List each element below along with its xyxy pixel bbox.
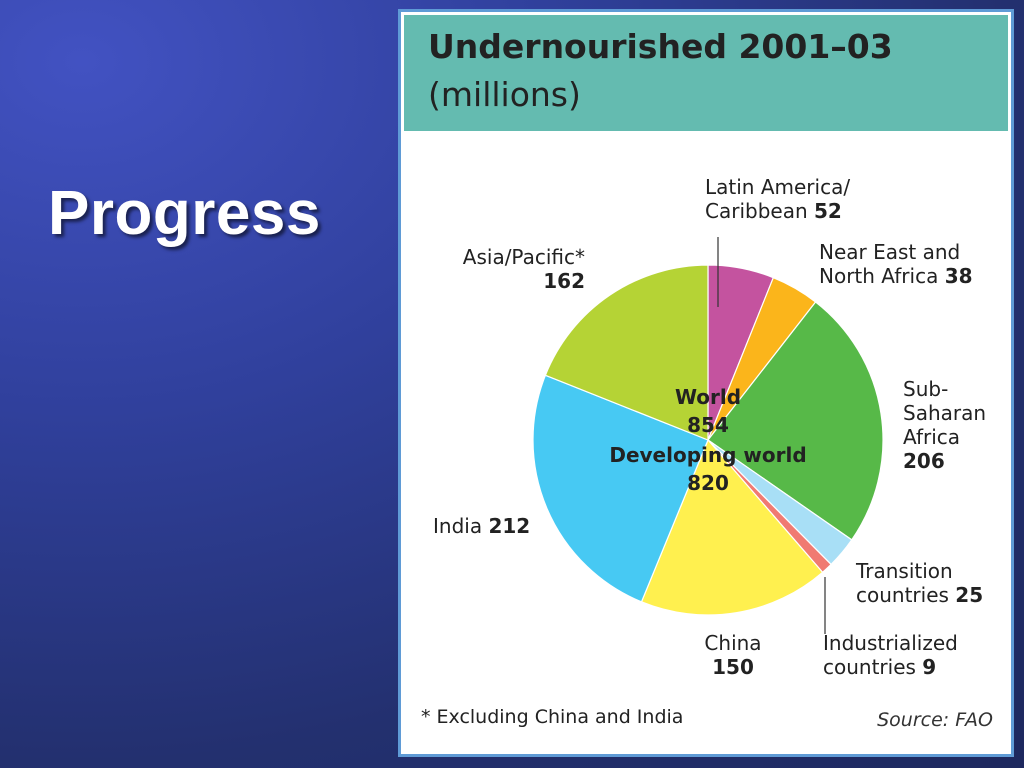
pie-slice-india <box>532 374 709 603</box>
center-world-label: World <box>675 385 741 409</box>
pie-slice-sub-saharan-africa <box>707 301 884 541</box>
pie-slice-asia-pacific <box>544 264 709 441</box>
data-label-asia-pacific: 162 <box>543 269 585 293</box>
svg-text:Latin America/Caribbean 52: Latin America/Caribbean 52 <box>705 175 850 223</box>
data-label-sub-saharan-africa: 206 <box>903 449 945 473</box>
chart-title: Undernourished 2001–03 <box>428 27 893 66</box>
slide-title: Progress <box>48 179 321 248</box>
data-label-latin-america-caribbean: 52 <box>814 199 842 223</box>
slice-label-sub-saharan-africa: Sub-Saharan Africa 206 <box>903 377 986 473</box>
data-label-transition-countries: 25 <box>955 583 983 607</box>
data-label-india: 212 <box>488 514 530 538</box>
figure-panel: Undernourished 2001–03 (millions) Latin … <box>401 12 1011 754</box>
center-world-value: 854 <box>687 413 729 437</box>
data-label-industrialized-countries: 9 <box>922 655 936 679</box>
center-developing-value: 820 <box>687 471 729 495</box>
data-label-china: 150 <box>712 655 754 679</box>
svg-text:Asia/Pacific*162: Asia/Pacific* 162 <box>463 245 585 293</box>
slice-label-latin-america-caribbean: Latin America/Caribbean 52 <box>705 175 850 223</box>
slice-label-china: China 150 <box>704 631 761 679</box>
chart-subtitle: (millions) <box>428 75 581 114</box>
slice-label-india: India 212 <box>433 514 530 538</box>
figure-header: Undernourished 2001–03 (millions) <box>404 15 1008 131</box>
slice-label-near-east-and-north-africa: Near East and North Africa 38 <box>819 240 973 288</box>
pie-chart: Latin America/Caribbean 52 Near East and N… <box>433 175 986 679</box>
data-label-near-east-and-north-africa: 38 <box>945 264 973 288</box>
chart-footnote: * Excluding China and India <box>421 706 684 728</box>
slice-label-industrialized-countries: Industrialized countries 9 <box>823 631 958 679</box>
pie-slice-china <box>640 438 824 616</box>
center-developing-label: Developing world <box>609 443 806 467</box>
svg-text:India 212: India 212 <box>433 514 530 538</box>
slice-label-asia-pacific: Asia/Pacific* 162 <box>463 245 585 293</box>
chart-source: Source: FAO <box>877 709 993 731</box>
slice-label-transition-countries: Transition countries 25 <box>855 559 983 607</box>
pie-chart-figure: Undernourished 2001–03 (millions) Latin … <box>398 9 1014 757</box>
